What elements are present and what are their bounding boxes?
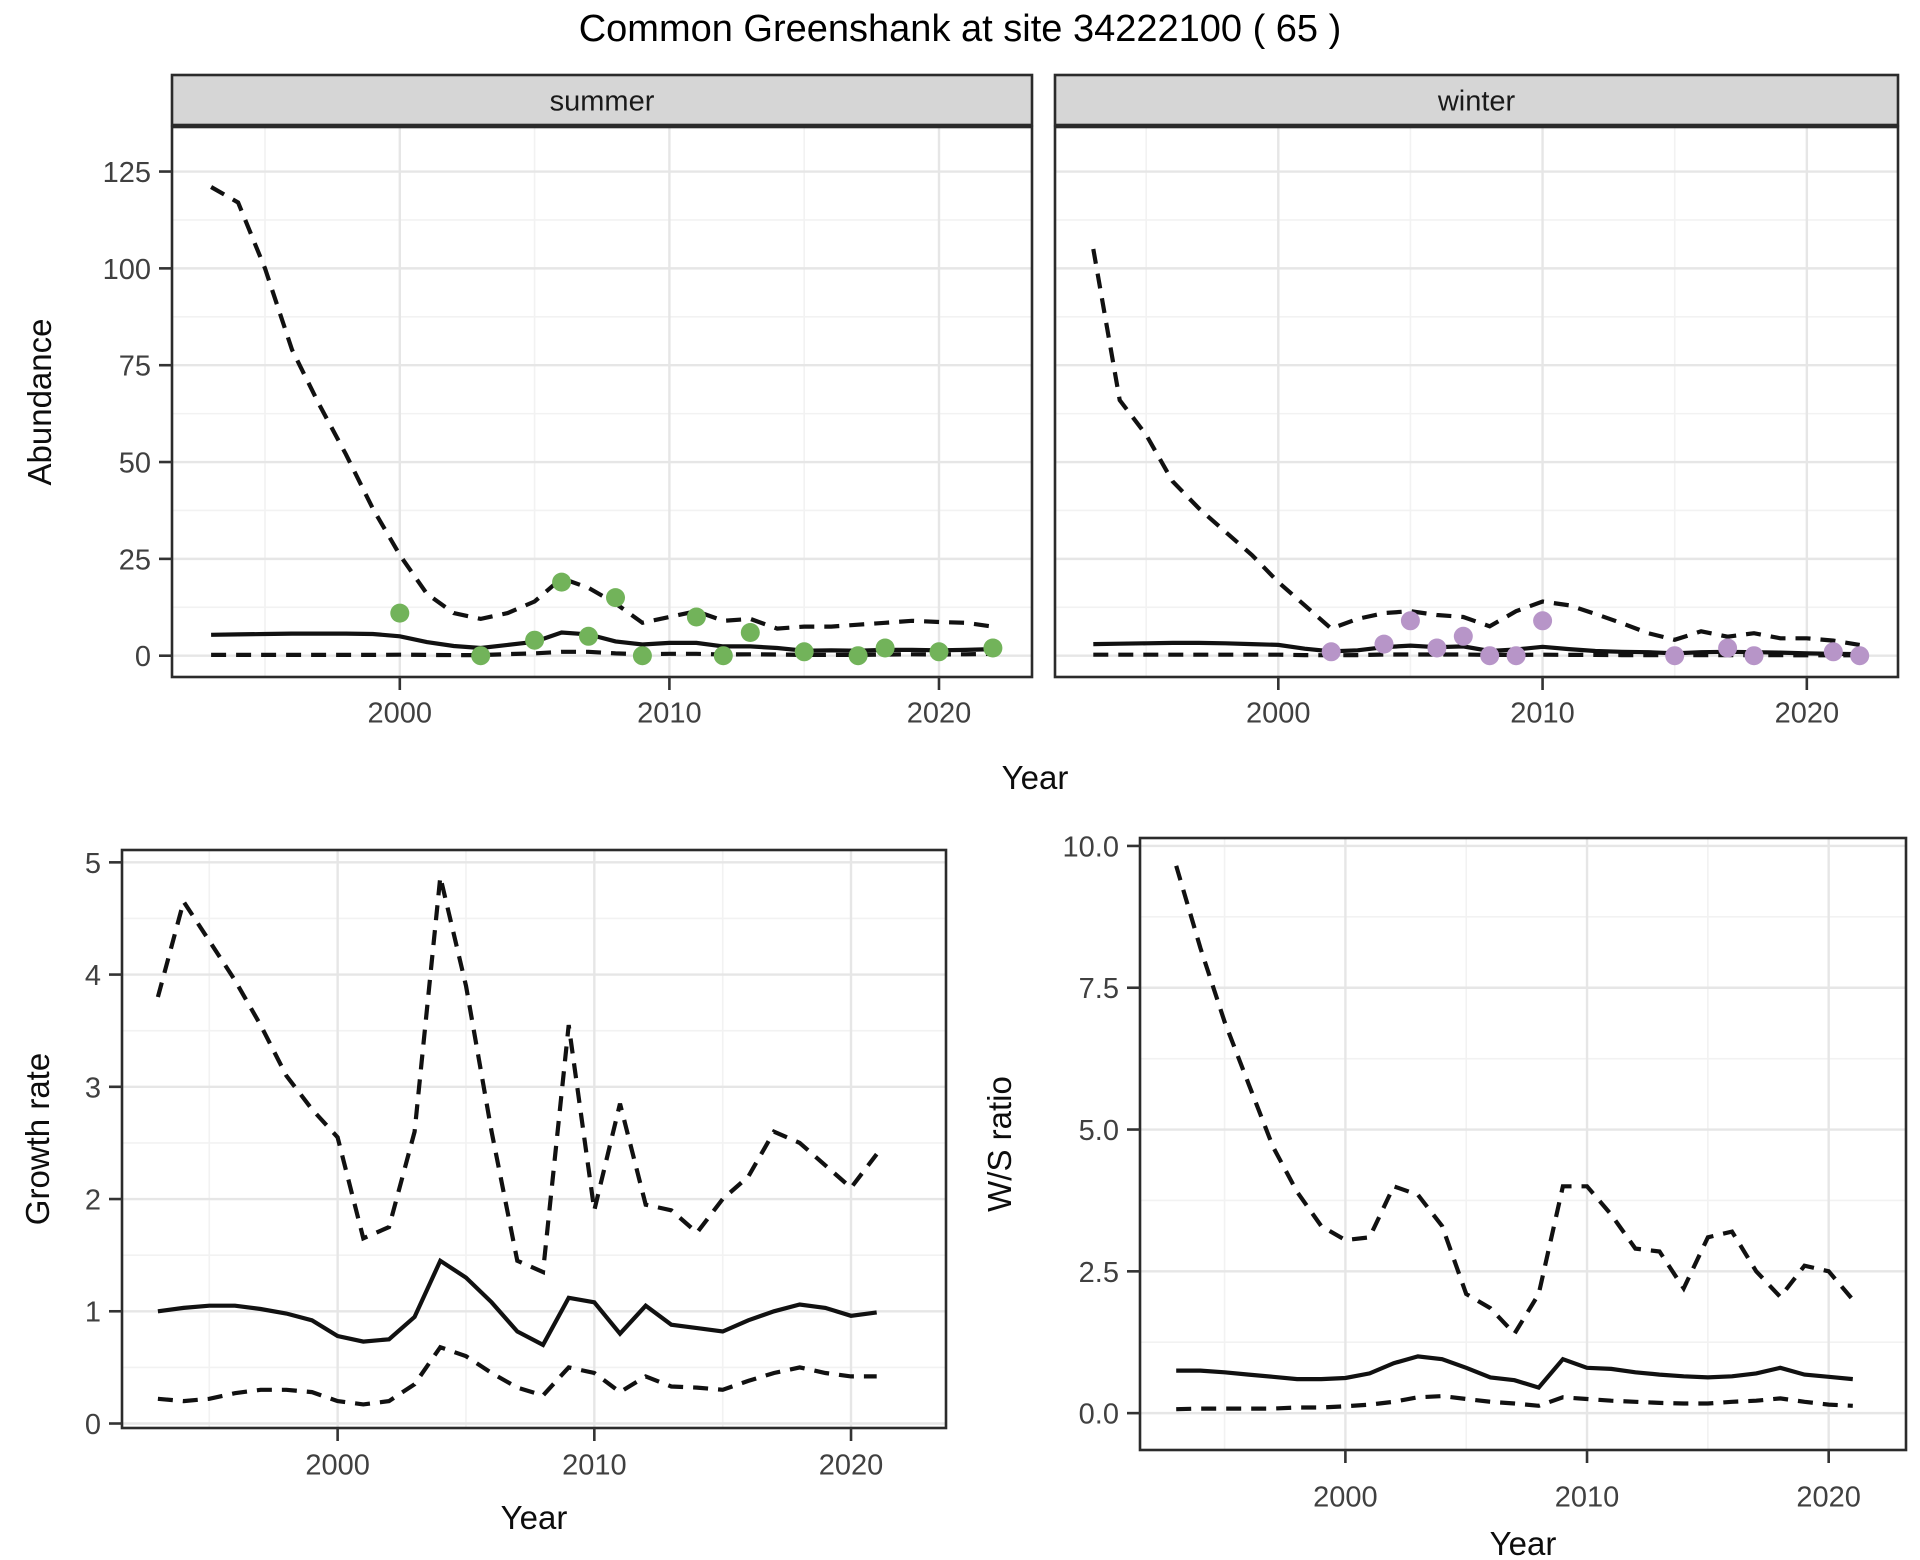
point-observed-count-2012 <box>713 646 733 666</box>
y-tick-label-75: 75 <box>119 351 151 383</box>
line-upper-95ci <box>1091 248 1861 647</box>
panel-border <box>1138 836 1908 1452</box>
x-axis-title-year-ws: Year <box>1489 1525 1557 1560</box>
point-observed-count-2008 <box>1480 646 1500 666</box>
point-observed-count-2007 <box>579 626 598 646</box>
line-mean <box>1176 1354 1853 1391</box>
x-axis-title-year-top: Year <box>1001 759 1069 796</box>
facet-strip-label-winter: winter <box>1437 85 1516 117</box>
x-tick-label-2020: 2020 <box>1775 697 1840 729</box>
point-observed-count-2010 <box>1533 611 1553 631</box>
y-tick-label-7.5: 7.5 <box>1079 973 1119 1005</box>
point-observed-count-2021 <box>1823 642 1843 662</box>
y-tick-label-0: 0 <box>85 1409 101 1441</box>
point-observed-count-2002 <box>1321 642 1341 662</box>
panel-border <box>120 848 948 1430</box>
point-observed-count-2011 <box>686 607 706 627</box>
series-group <box>1174 865 1855 1412</box>
y-tick-label-10.0: 10.0 <box>1063 831 1119 863</box>
x-tick-label-2020: 2020 <box>819 1449 884 1481</box>
point-observed-count-2004 <box>1374 634 1394 654</box>
series-group <box>155 876 879 1407</box>
series-group <box>210 185 1003 666</box>
point-observed-count-2009 <box>632 646 652 666</box>
point-observed-count-2020 <box>929 642 949 662</box>
point-observed-count-2008 <box>606 588 625 608</box>
y-tick-label-2.5: 2.5 <box>1079 1257 1119 1289</box>
panel-border <box>1053 125 1900 679</box>
point-observed-count-2003 <box>471 646 491 666</box>
x-tick-label-2000: 2000 <box>1246 697 1311 729</box>
series-group <box>1091 248 1870 666</box>
line-upper-95ci <box>210 185 994 631</box>
point-observed-count-2018 <box>875 638 895 658</box>
panel-background <box>172 127 1032 677</box>
y-axis-title-ws-ratio: W/S ratio <box>981 1076 1018 1212</box>
point-observed-count-2015 <box>1665 646 1685 666</box>
x-tick-label-2010: 2010 <box>1555 1481 1620 1513</box>
point-observed-count-2013 <box>740 623 760 642</box>
x-axis-title-year-growth: Year <box>500 1499 568 1536</box>
point-observed-count-2017 <box>848 646 868 666</box>
panel-growth-rate: 2000 2010 2020 0 1 2 3 4 5 <box>85 848 948 1481</box>
x-tick-label-2020: 2020 <box>1796 1481 1861 1513</box>
y-tick-label-0.0: 0.0 <box>1079 1399 1119 1431</box>
y-tick-label-1: 1 <box>85 1297 101 1329</box>
point-observed-count-2005 <box>1400 611 1420 631</box>
y-tick-label-0: 0 <box>135 641 151 673</box>
x-tick-label-2000: 2000 <box>1313 1481 1378 1513</box>
point-observed-count-2015 <box>794 642 814 662</box>
line-mean <box>157 1257 877 1348</box>
line-upper-95ci <box>1174 865 1855 1338</box>
point-observed-count-2007 <box>1453 626 1473 646</box>
y-tick-label-5.0: 5.0 <box>1079 1115 1119 1147</box>
line-lower-95ci <box>1176 1393 1853 1412</box>
point-observed-count-2022 <box>983 638 1003 658</box>
x-tick-label-2010: 2010 <box>1510 697 1575 729</box>
line-upper-95ci <box>155 876 879 1276</box>
point-observed-count-2022 <box>1850 646 1870 666</box>
point-observed-count-2006 <box>1427 638 1447 658</box>
y-tick-label-2: 2 <box>85 1184 101 1216</box>
y-tick-label-125: 125 <box>103 157 151 189</box>
panel-abundance-winter: winter 2000 2010 2020 <box>1053 73 1900 729</box>
y-tick-label-50: 50 <box>119 447 151 479</box>
panel-ws-ratio: 2000 2010 2020 0.0 2.5 5.0 7.5 10.0 <box>1063 831 1908 1513</box>
point-observed-count-2006 <box>552 572 572 592</box>
y-tick-label-5: 5 <box>85 848 101 880</box>
y-axis-title-abundance: Abundance <box>21 318 58 486</box>
panel-abundance-summer: summer 2000 2010 2020 0 25 50 75 100 125 <box>103 73 1034 729</box>
point-observed-count-2005 <box>525 630 545 650</box>
y-tick-label-25: 25 <box>119 544 151 576</box>
x-tick-label-2000: 2000 <box>368 697 433 729</box>
facet-strip-summer <box>170 73 1034 127</box>
y-axis-title-growth-rate: Growth rate <box>19 1052 56 1226</box>
y-tick-label-100: 100 <box>103 254 151 286</box>
x-tick-label-2010: 2010 <box>637 697 702 729</box>
chart-title: Common Greenshank at site 34222100 ( 65 … <box>578 8 1342 50</box>
panel-background <box>122 850 946 1428</box>
panel-background <box>1140 838 1906 1450</box>
point-observed-count-2000 <box>390 603 410 623</box>
x-tick-label-2020: 2020 <box>907 697 972 729</box>
y-tick-label-4: 4 <box>85 960 101 992</box>
panel-border <box>170 125 1034 679</box>
facet-strip-winter <box>1053 73 1900 127</box>
y-tick-label-3: 3 <box>85 1072 101 1104</box>
point-observed-count-2018 <box>1744 646 1764 666</box>
panel-background <box>1055 127 1898 677</box>
point-observed-count-2009 <box>1506 646 1526 666</box>
x-tick-label-2010: 2010 <box>562 1449 627 1481</box>
facet-strip-label-summer: summer <box>550 85 655 117</box>
x-tick-label-2000: 2000 <box>305 1449 370 1481</box>
point-observed-count-2017 <box>1718 638 1738 658</box>
